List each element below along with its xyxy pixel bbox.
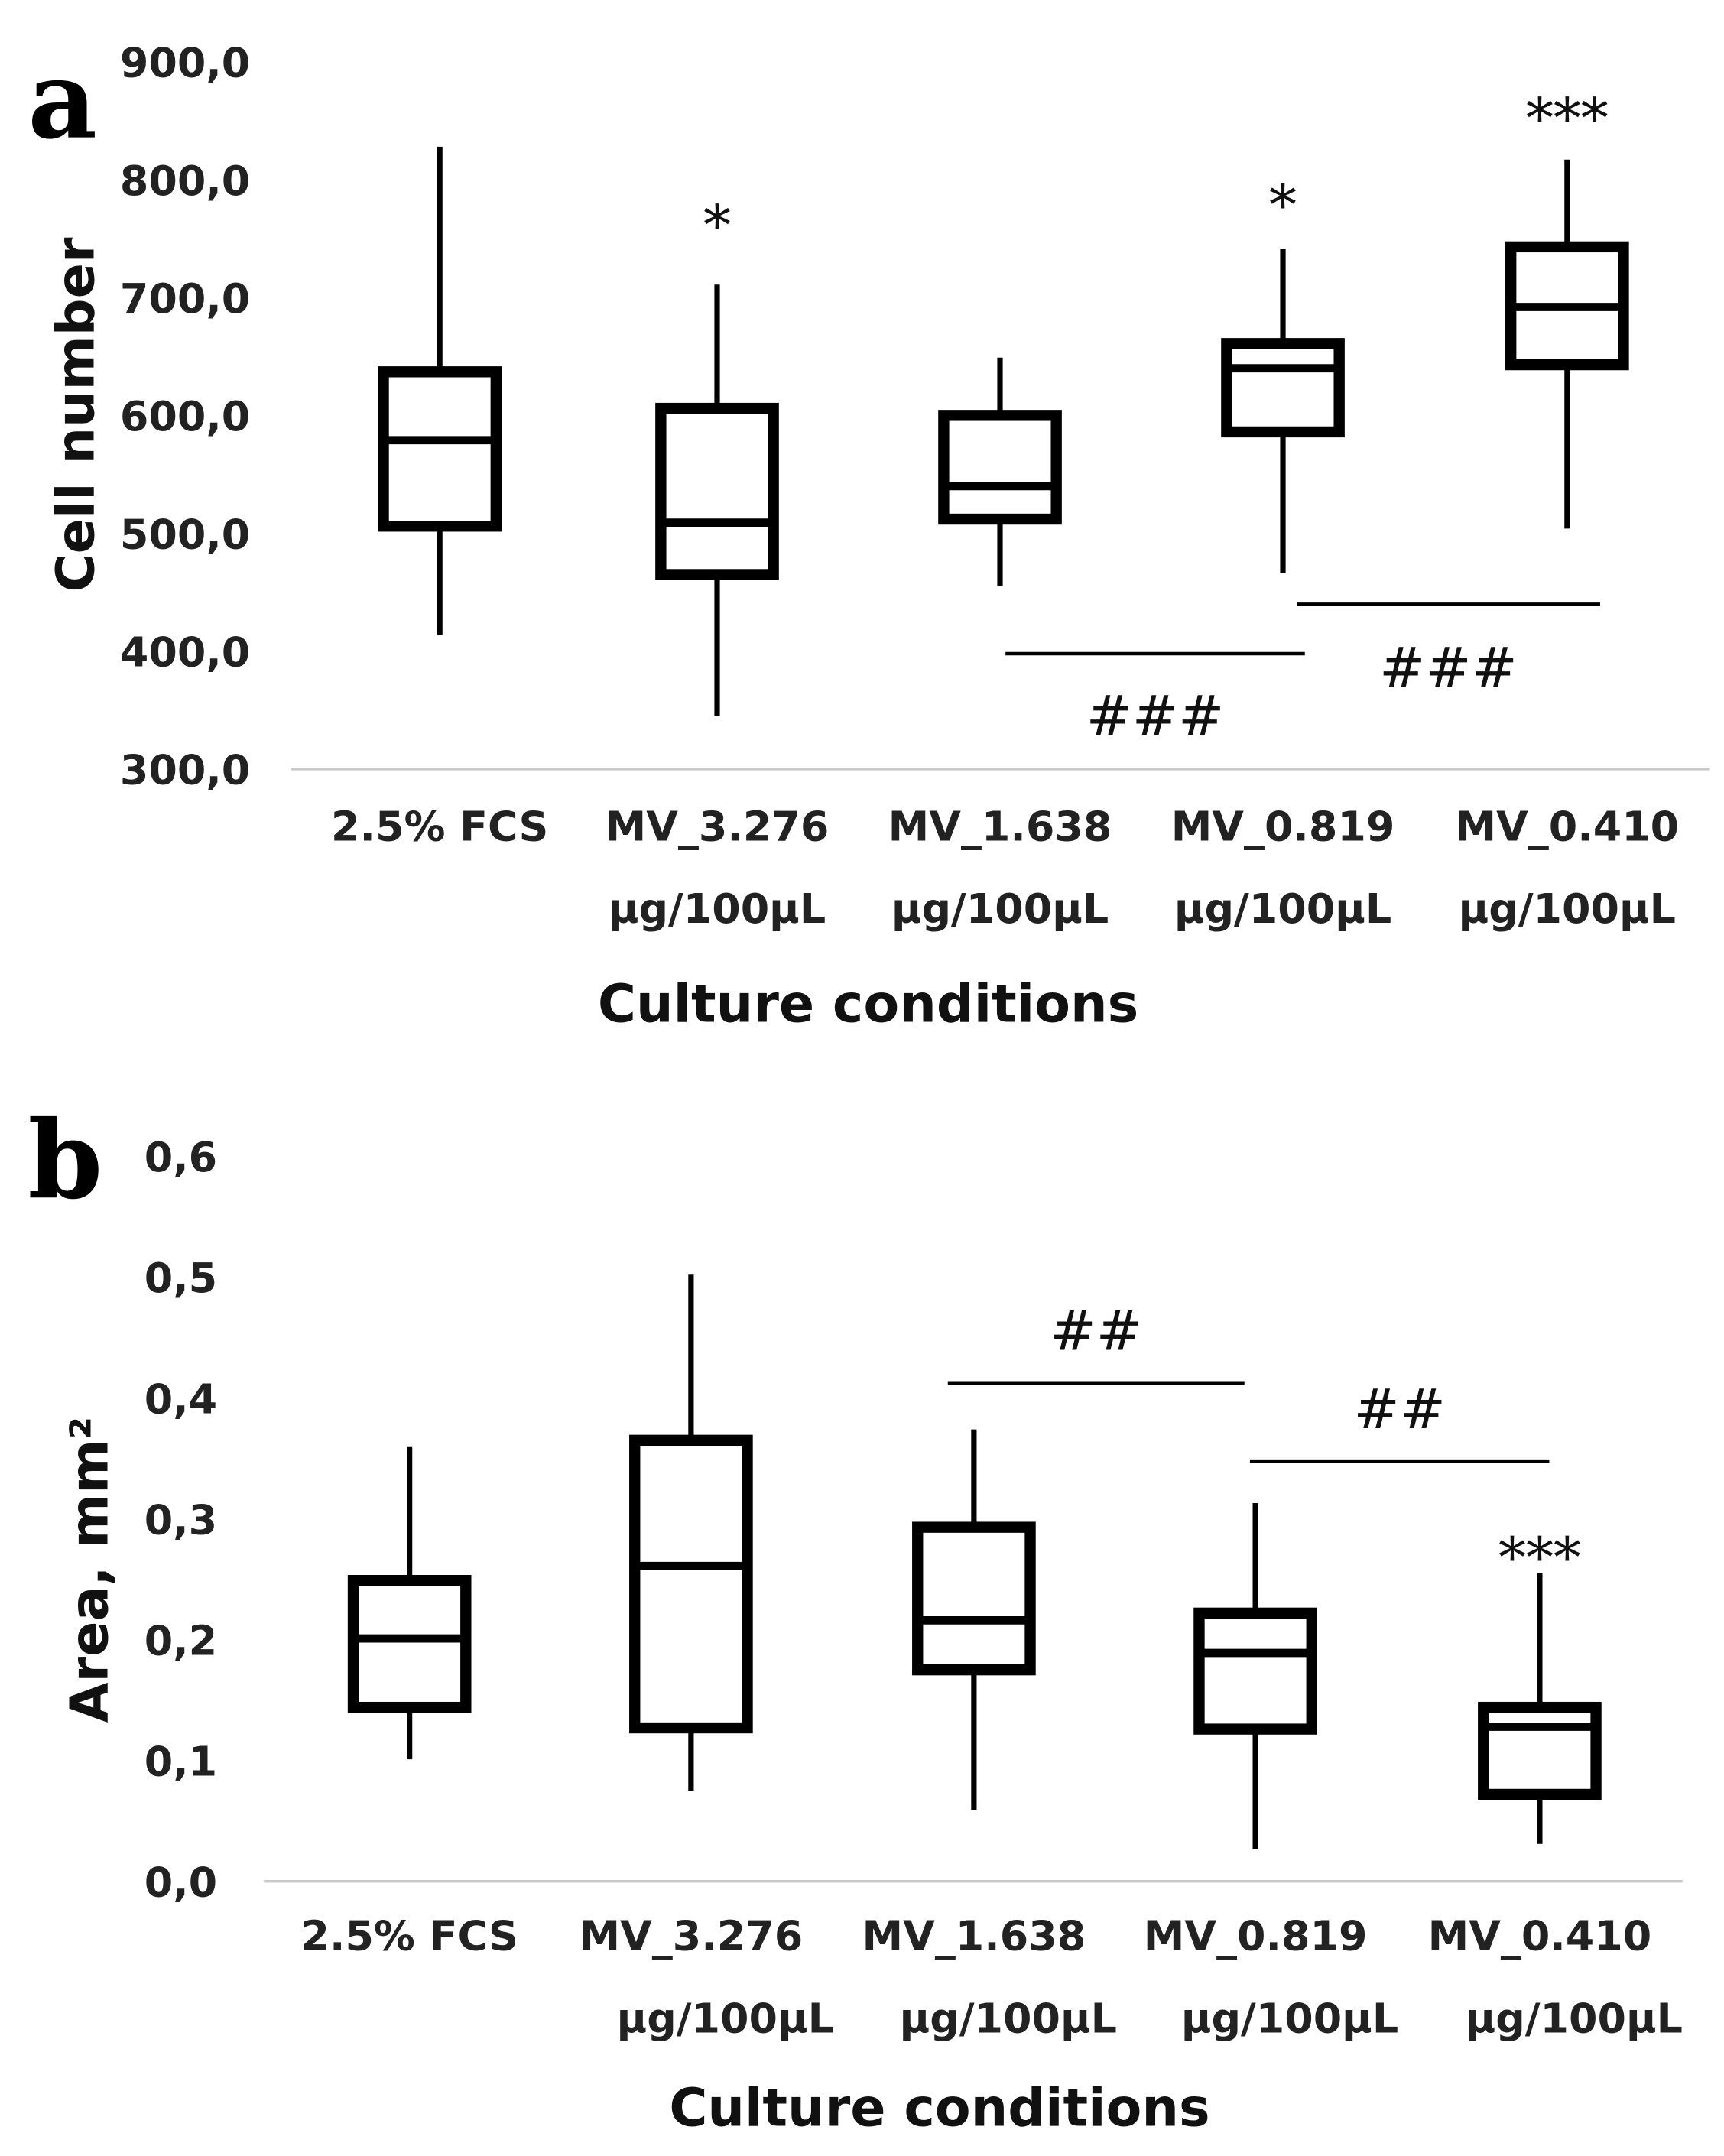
box-2 [629, 1274, 753, 1791]
y-tick-label: 0,1 [144, 1737, 217, 1785]
box-iqr [629, 1434, 753, 1734]
x-tick-label: MV_0.819 [1171, 802, 1395, 850]
significance-stars: * [1269, 173, 1297, 237]
y-axis-label: Area, mm² [60, 1417, 120, 1723]
comparison-label: ## [1050, 1299, 1142, 1363]
comparison-label: ## [1354, 1377, 1446, 1441]
x-axis-label: Culture conditions [598, 974, 1138, 1034]
box-iqr [1478, 1701, 1602, 1800]
y-tick-label: 400,0 [120, 628, 250, 676]
y-tick-label: 0,5 [144, 1254, 217, 1302]
y-tick-label: 700,0 [120, 274, 250, 323]
box-iqr [347, 1575, 472, 1713]
significance-stars: * [703, 193, 731, 258]
x-tick-label: MV_0.410 [1428, 1912, 1652, 1960]
x-tick-label-unit: µg/100µL [609, 885, 826, 933]
significance-stars: *** [1526, 86, 1609, 151]
y-tick-label: 0,0 [144, 1859, 217, 1907]
x-tick-label-unit: µg/100µL [891, 885, 1109, 933]
box-iqr [1221, 338, 1345, 438]
x-tick-label-unit: µg/100µL [1459, 885, 1676, 933]
x-tick-label: MV_0.819 [1144, 1912, 1368, 1960]
panel-label: b [28, 1097, 102, 1223]
x-tick-label: MV_3.276 [580, 1912, 804, 1960]
x-tick-label: MV_1.638 [888, 802, 1112, 850]
box-iqr [378, 366, 502, 532]
y-axis-label: Cell number [47, 237, 107, 592]
box-5 [1505, 159, 1629, 529]
x-tick-label-unit: µg/100µL [900, 1994, 1117, 2042]
box-1 [347, 1446, 472, 1760]
box-2 [655, 284, 779, 716]
y-tick-label: 900,0 [120, 39, 250, 87]
x-tick-label: 2.5% FCS [300, 1912, 518, 1960]
y-tick-label: 0,3 [144, 1495, 217, 1544]
x-tick-label-unit: µg/100µL [1466, 1994, 1683, 2042]
box-iqr [1193, 1607, 1317, 1735]
box-4 [1221, 248, 1345, 573]
box-3 [938, 357, 1062, 586]
box-iqr [655, 402, 779, 580]
y-tick-label: 0,6 [144, 1133, 217, 1181]
y-tick-label: 500,0 [120, 510, 250, 558]
panel-b: b 0,0 0,1 0,2 0,3 0,4 0,5 0,6 Area, mm² Culture c… [28, 1097, 1683, 2138]
significance-stars: *** [1498, 1525, 1581, 1589]
panel-a: a 300,0 400,0 500,0 600,0 700,0 800,0 900,0 Cell… [28, 37, 1710, 1034]
y-tick-label: 0,4 [144, 1375, 217, 1423]
box-iqr [938, 410, 1062, 525]
y-tick-label: 300,0 [120, 746, 250, 794]
y-tick-label: 800,0 [120, 157, 250, 205]
box-iqr [912, 1521, 1036, 1676]
y-tick-label: 600,0 [120, 392, 250, 440]
panel-label: a [28, 37, 97, 164]
box-1 [378, 146, 502, 635]
x-tick-label-unit: µg/100µL [1174, 885, 1391, 933]
x-tick-label: MV_0.410 [1456, 802, 1680, 850]
comparison-label: ### [1086, 683, 1225, 748]
x-axis-label: Culture conditions [669, 2078, 1209, 2138]
x-tick-label-unit: µg/100µL [1181, 1994, 1398, 2042]
x-tick-label-unit: µg/100µL [617, 1994, 834, 2042]
y-tick-label: 0,2 [144, 1616, 217, 1664]
box-4 [1193, 1503, 1317, 1849]
comparison-label: ### [1379, 635, 1518, 700]
x-tick-label: MV_3.276 [606, 802, 830, 850]
x-tick-label: MV_1.638 [862, 1912, 1086, 1960]
box-5 [1478, 1573, 1602, 1844]
x-tick-label: 2.5% FCS [331, 802, 548, 850]
box-3 [912, 1429, 1036, 1810]
